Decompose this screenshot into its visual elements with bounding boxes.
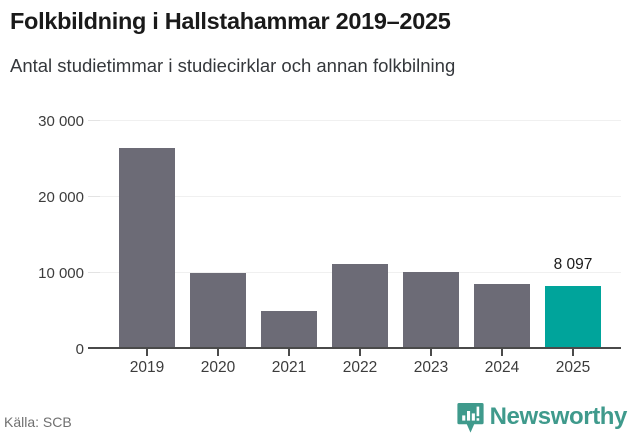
bar-2023[interactable] [403,272,459,348]
xtick-label-2019: 2019 [129,359,165,376]
ytick-mark-10000 [88,272,100,273]
ytick-mark-30000 [88,120,100,121]
source-note: Källa: SCB [4,414,72,430]
xtick-label-2024: 2024 [484,359,520,376]
ytick-mark-20000 [88,196,100,197]
xtick-mark-2021 [288,349,290,356]
xtick-mark-2019 [146,349,148,356]
ytick-label-30000: 30 000 [38,113,84,130]
xtick-mark-2024 [501,349,503,356]
chart-footer: Källa: SCB Newsworthy [0,400,631,439]
page-title: Folkbildning i Hallstahammar 2019–2025 [10,8,451,34]
xtick-label-2025: 2025 [555,359,591,376]
xtick-label-2021: 2021 [271,359,307,376]
newsworthy-wordmark: Newsworthy [489,403,628,430]
xtick-label-2022: 2022 [342,359,378,376]
ytick-label-0: 0 [75,341,84,358]
x-axis-line [88,347,621,349]
bar-value-label-2025: 8 097 [553,256,593,273]
chart-header: Folkbildning i Hallstahammar 2019–2025 A… [0,0,631,76]
newsworthy-logo[interactable]: Newsworthy [457,402,627,434]
bar-2024[interactable] [474,284,530,348]
newsworthy-bars-pin-icon [457,402,484,434]
bar-2021[interactable] [261,311,317,348]
xtick-mark-2022 [359,349,361,356]
ytick-label-10000: 10 000 [38,265,84,282]
gridline-30000 [95,120,621,121]
ytick-label-20000: 20 000 [38,189,84,206]
xtick-mark-2025 [572,349,574,356]
bar-2019[interactable] [119,148,175,348]
xtick-mark-2023 [430,349,432,356]
bar-2022[interactable] [332,264,388,348]
gridline-20000 [95,196,621,197]
bar-2025[interactable] [545,286,601,348]
xtick-label-2020: 2020 [200,359,236,376]
xtick-label-2023: 2023 [413,359,449,376]
bar-2020[interactable] [190,273,246,348]
chart-subtitle: Antal studietimmar i studiecirklar och a… [10,55,456,77]
xtick-mark-2020 [217,349,219,356]
